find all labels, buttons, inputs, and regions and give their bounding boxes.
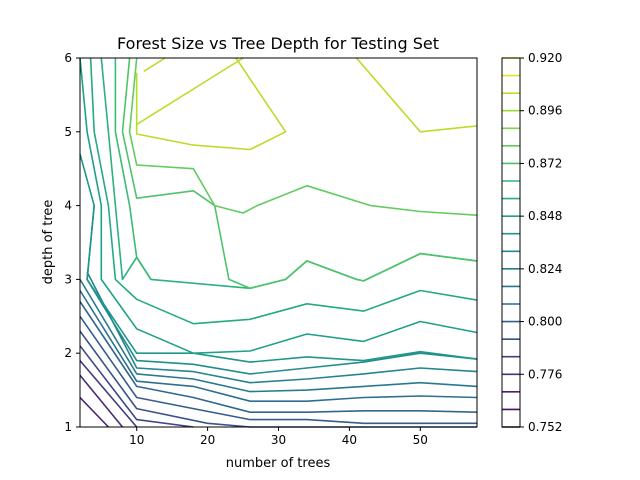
chart-title: Forest Size vs Tree Depth for Testing Se… bbox=[117, 34, 439, 53]
contour-line-0 bbox=[79, 396, 109, 428]
contour-line-11 bbox=[79, 153, 478, 363]
colorbar-frame bbox=[501, 57, 521, 428]
y-tick-label: 2 bbox=[64, 346, 72, 360]
contour-line-17 bbox=[128, 57, 478, 216]
contour-line-3 bbox=[79, 345, 194, 428]
colorbar-tick-label: 0.824 bbox=[528, 262, 562, 276]
x-tick-label: 40 bbox=[342, 433, 357, 447]
contour-line-12 bbox=[79, 57, 478, 354]
y-tick-label: 4 bbox=[64, 199, 72, 213]
contour-line-15 bbox=[114, 58, 152, 280]
contour-line-6 bbox=[79, 301, 478, 413]
y-tick-label: 6 bbox=[64, 51, 72, 65]
contour-line-13 bbox=[89, 57, 478, 325]
x-tick-label: 50 bbox=[413, 433, 428, 447]
y-axis: 1 2 3 4 5 6 bbox=[64, 51, 80, 434]
y-tick-label: 5 bbox=[64, 125, 72, 139]
x-tick-label: 30 bbox=[271, 433, 286, 447]
contour-line-7 bbox=[79, 290, 478, 402]
contour-line-5 bbox=[79, 315, 477, 425]
colorbar-tick-label: 0.920 bbox=[528, 51, 562, 65]
plot-area bbox=[79, 57, 478, 428]
colorbar-tick-label: 0.752 bbox=[528, 420, 562, 434]
x-tick-label: 20 bbox=[200, 433, 215, 447]
colorbar-tick-label: 0.896 bbox=[528, 104, 562, 118]
x-axis-label: number of trees bbox=[226, 456, 331, 471]
contour-line-10 bbox=[86, 205, 478, 375]
colorbar: 0.752 0.776 0.800 0.824 0.848 0.872 0.896 0.920 bbox=[501, 51, 562, 434]
contour-line-9 bbox=[86, 271, 478, 384]
contour-line-8 bbox=[79, 278, 478, 393]
colorbar-tick-label: 0.776 bbox=[528, 367, 562, 381]
x-tick-label: 10 bbox=[129, 433, 144, 447]
y-tick-label: 3 bbox=[64, 272, 72, 286]
contour-line-1 bbox=[79, 374, 124, 428]
contour-line-16 bbox=[121, 57, 478, 290]
contour-line-21 bbox=[135, 57, 244, 132]
contour-line-18 bbox=[135, 57, 287, 151]
contour-line-20 bbox=[355, 57, 478, 133]
colorbar-tick-label: 0.872 bbox=[528, 156, 562, 170]
x-axis: 10 20 30 40 50 bbox=[129, 427, 428, 447]
y-axis-label: depth of tree bbox=[41, 200, 56, 285]
contour-line-19 bbox=[143, 57, 166, 72]
contour-line-2 bbox=[79, 360, 138, 428]
colorbar-tick-label: 0.800 bbox=[528, 315, 562, 329]
y-tick-label: 1 bbox=[64, 420, 72, 434]
colorbar-tick-label: 0.848 bbox=[528, 209, 562, 223]
